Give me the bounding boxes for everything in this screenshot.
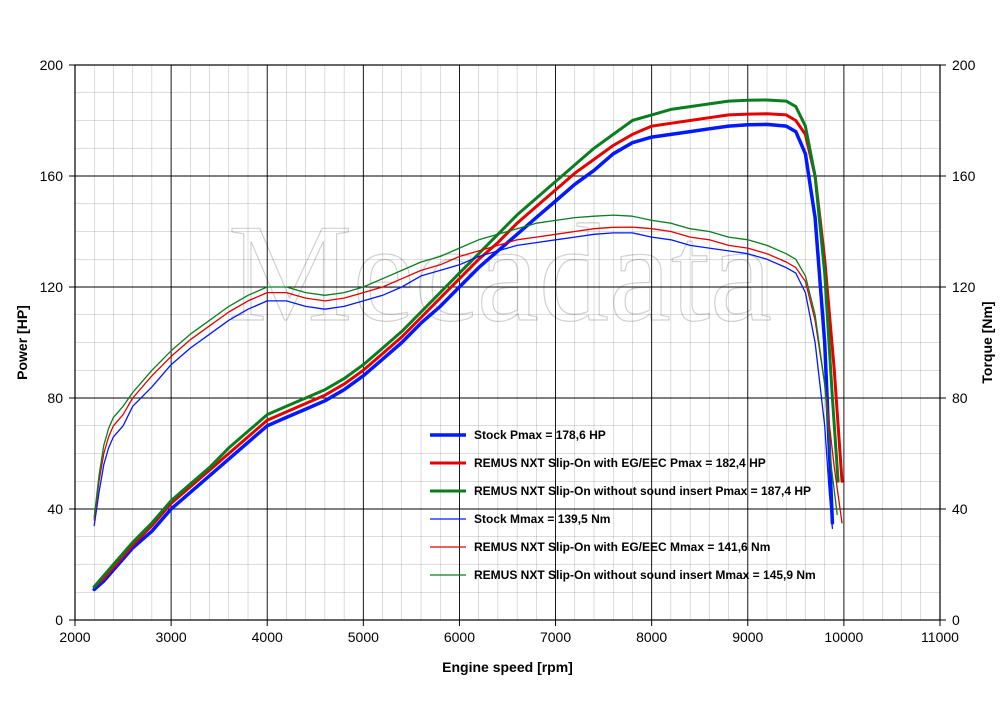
x-axis-label: Engine speed [rpm] bbox=[442, 659, 573, 675]
y-left-tick: 120 bbox=[40, 279, 64, 295]
watermark: Mecadata bbox=[228, 196, 772, 351]
y-right-axis-label: Torque [Nm] bbox=[979, 301, 995, 383]
x-tick: 11000 bbox=[921, 629, 959, 645]
dyno-chart: Mecadata20003000400050006000700080009000… bbox=[0, 0, 1000, 714]
x-tick: 2000 bbox=[59, 629, 90, 645]
chart-bg bbox=[0, 0, 1000, 714]
legend-label: REMUS NXT Slip-On without sound insert M… bbox=[474, 568, 816, 582]
legend-label: REMUS NXT Slip-On with EG/EEC Pmax = 182… bbox=[474, 456, 766, 470]
x-tick: 4000 bbox=[252, 629, 283, 645]
legend-label: REMUS NXT Slip-On with EG/EEC Mmax = 141… bbox=[474, 540, 770, 554]
x-tick: 3000 bbox=[156, 629, 187, 645]
x-tick: 6000 bbox=[444, 629, 475, 645]
y-left-axis-label: Power [HP] bbox=[14, 305, 30, 380]
y-left-tick: 160 bbox=[40, 168, 64, 184]
y-left-tick: 0 bbox=[55, 612, 63, 628]
legend-label: Stock Pmax = 178,6 HP bbox=[474, 428, 606, 442]
y-right-tick: 160 bbox=[952, 168, 976, 184]
y-left-tick: 200 bbox=[40, 57, 64, 73]
legend-label: REMUS NXT Slip-On without sound insert P… bbox=[474, 484, 811, 498]
y-right-tick: 80 bbox=[952, 390, 968, 406]
x-tick: 8000 bbox=[636, 629, 667, 645]
y-right-tick: 40 bbox=[952, 501, 968, 517]
x-tick: 7000 bbox=[540, 629, 571, 645]
y-left-tick: 40 bbox=[47, 501, 63, 517]
x-tick: 9000 bbox=[732, 629, 763, 645]
x-tick: 10000 bbox=[824, 629, 863, 645]
y-right-tick: 120 bbox=[952, 279, 976, 295]
y-left-tick: 80 bbox=[47, 390, 63, 406]
x-tick: 5000 bbox=[348, 629, 379, 645]
y-right-tick: 0 bbox=[952, 612, 960, 628]
legend-label: Stock Mmax = 139,5 Nm bbox=[474, 512, 610, 526]
y-right-tick: 200 bbox=[952, 57, 976, 73]
